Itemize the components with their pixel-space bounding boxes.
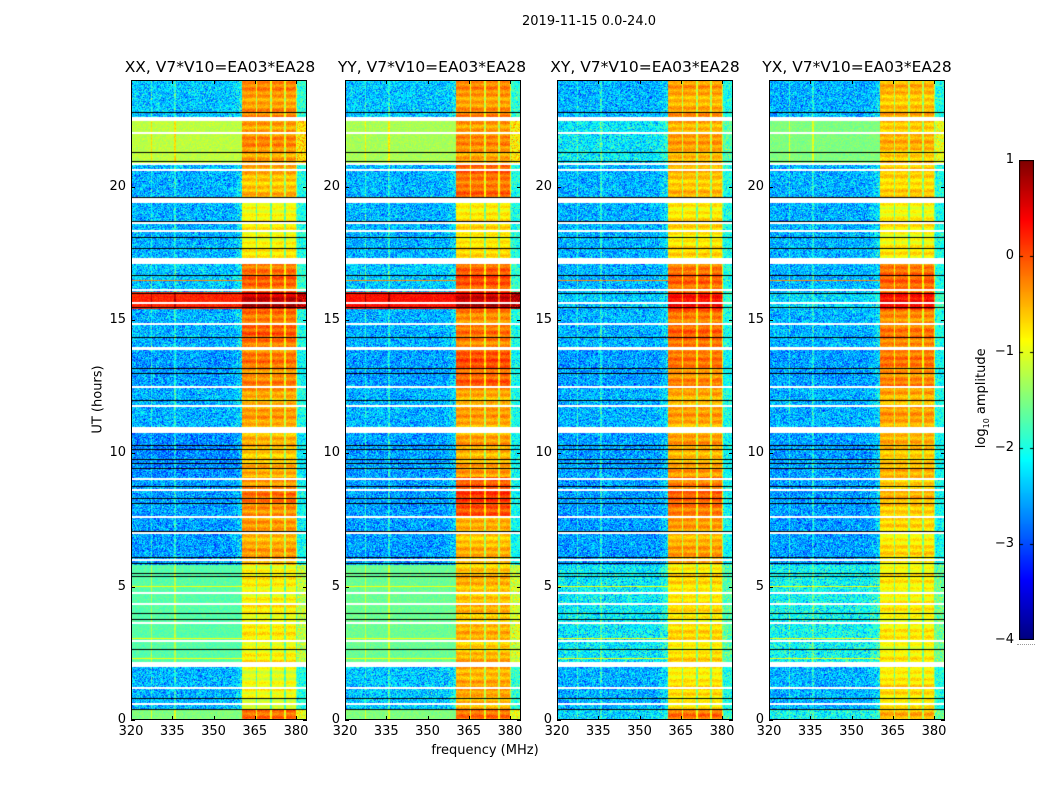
y-tick-label: 0 bbox=[755, 712, 764, 727]
heatmap-xy bbox=[557, 80, 733, 720]
colorbar-extension-marker bbox=[1017, 644, 1035, 645]
y-tick-label: 5 bbox=[331, 578, 340, 594]
x-tick-label: 365 bbox=[242, 724, 268, 739]
y-tick-label: 0 bbox=[117, 712, 126, 727]
colorbar-tick-label: −4 bbox=[994, 632, 1014, 647]
x-tick-label: 335 bbox=[585, 724, 611, 739]
x-tick-label: 350 bbox=[627, 724, 652, 739]
y-tick-label: 20 bbox=[109, 178, 126, 194]
colorbar-gradient bbox=[1019, 160, 1034, 640]
x-tick-label: 320 bbox=[332, 724, 358, 739]
figure-title: 2019-11-15 0.0-24.0 bbox=[522, 14, 656, 29]
axes-spines bbox=[131, 80, 307, 720]
y-tick-label: 5 bbox=[543, 578, 552, 594]
y-tick-label: 10 bbox=[109, 445, 126, 461]
y-tick-label: 20 bbox=[535, 178, 552, 194]
y-tick-label: 10 bbox=[747, 445, 764, 461]
panel-yx bbox=[769, 80, 945, 721]
panel-title-yx: YX, V7*V10=EA03*EA28 bbox=[762, 58, 952, 76]
axes-spines bbox=[345, 80, 521, 720]
x-axis-label: frequency (MHz) bbox=[431, 743, 539, 758]
heatmap-yx bbox=[769, 80, 945, 720]
colorbar-tick-label: 0 bbox=[1005, 248, 1014, 263]
x-tick-label: 320 bbox=[118, 724, 144, 739]
x-tick-label: 320 bbox=[756, 724, 782, 739]
heatmap-xx bbox=[131, 80, 307, 720]
y-tick-label: 20 bbox=[747, 178, 764, 194]
colorbar-tick-label: −1 bbox=[994, 344, 1014, 359]
y-tick-label: 15 bbox=[323, 312, 340, 327]
axes-frame bbox=[769, 80, 945, 721]
colorbar-tick-label: −3 bbox=[994, 536, 1014, 551]
axes-spines bbox=[557, 80, 733, 720]
axes-spines bbox=[769, 80, 945, 720]
y-tick-label: 10 bbox=[323, 445, 340, 461]
x-tick-label: 350 bbox=[201, 724, 226, 739]
y-tick-label: 5 bbox=[755, 578, 764, 594]
heatmap-yy bbox=[345, 80, 521, 720]
y-tick-label: 5 bbox=[117, 578, 126, 594]
x-tick-label: 350 bbox=[839, 724, 864, 739]
y-axis-label: UT (hours) bbox=[90, 365, 106, 434]
axes-frame bbox=[345, 80, 521, 721]
x-tick-label: 335 bbox=[159, 724, 185, 739]
y-tick-label: 0 bbox=[543, 712, 552, 727]
x-tick-label: 335 bbox=[373, 724, 399, 739]
y-tick-label: 15 bbox=[109, 312, 126, 327]
y-tick-label: 15 bbox=[535, 312, 552, 327]
y-tick-label: 0 bbox=[331, 712, 340, 727]
colorbar bbox=[1019, 160, 1034, 640]
x-tick-label: 380 bbox=[709, 724, 735, 739]
panel-xy bbox=[557, 80, 733, 721]
x-tick-label: 380 bbox=[283, 724, 309, 739]
panel-xx bbox=[131, 80, 307, 721]
x-tick-label: 335 bbox=[797, 724, 823, 739]
panel-title-xx: XX, V7*V10=EA03*EA28 bbox=[124, 58, 316, 76]
y-tick-label: 20 bbox=[323, 178, 340, 194]
x-tick-label: 380 bbox=[921, 724, 947, 739]
y-tick-label: 15 bbox=[747, 312, 764, 327]
x-tick-label: 365 bbox=[880, 724, 906, 739]
x-tick-label: 365 bbox=[668, 724, 694, 739]
colorbar-tick-label: 1 bbox=[1005, 152, 1014, 167]
x-tick-label: 380 bbox=[497, 724, 523, 739]
axes-frame bbox=[557, 80, 733, 721]
x-tick-label: 320 bbox=[544, 724, 570, 739]
x-tick-label: 350 bbox=[415, 724, 440, 739]
colorbar-tick-label: −2 bbox=[994, 440, 1014, 455]
x-tick-label: 365 bbox=[456, 724, 482, 739]
colorbar-label-sub: 10 bbox=[981, 418, 991, 429]
panel-title-xy: XY, V7*V10=EA03*EA28 bbox=[550, 58, 740, 76]
panel-title-yy: YY, V7*V10=EA03*EA28 bbox=[337, 58, 527, 76]
panel-yy bbox=[345, 80, 521, 721]
y-tick-label: 10 bbox=[535, 445, 552, 461]
axes-frame bbox=[131, 80, 307, 721]
